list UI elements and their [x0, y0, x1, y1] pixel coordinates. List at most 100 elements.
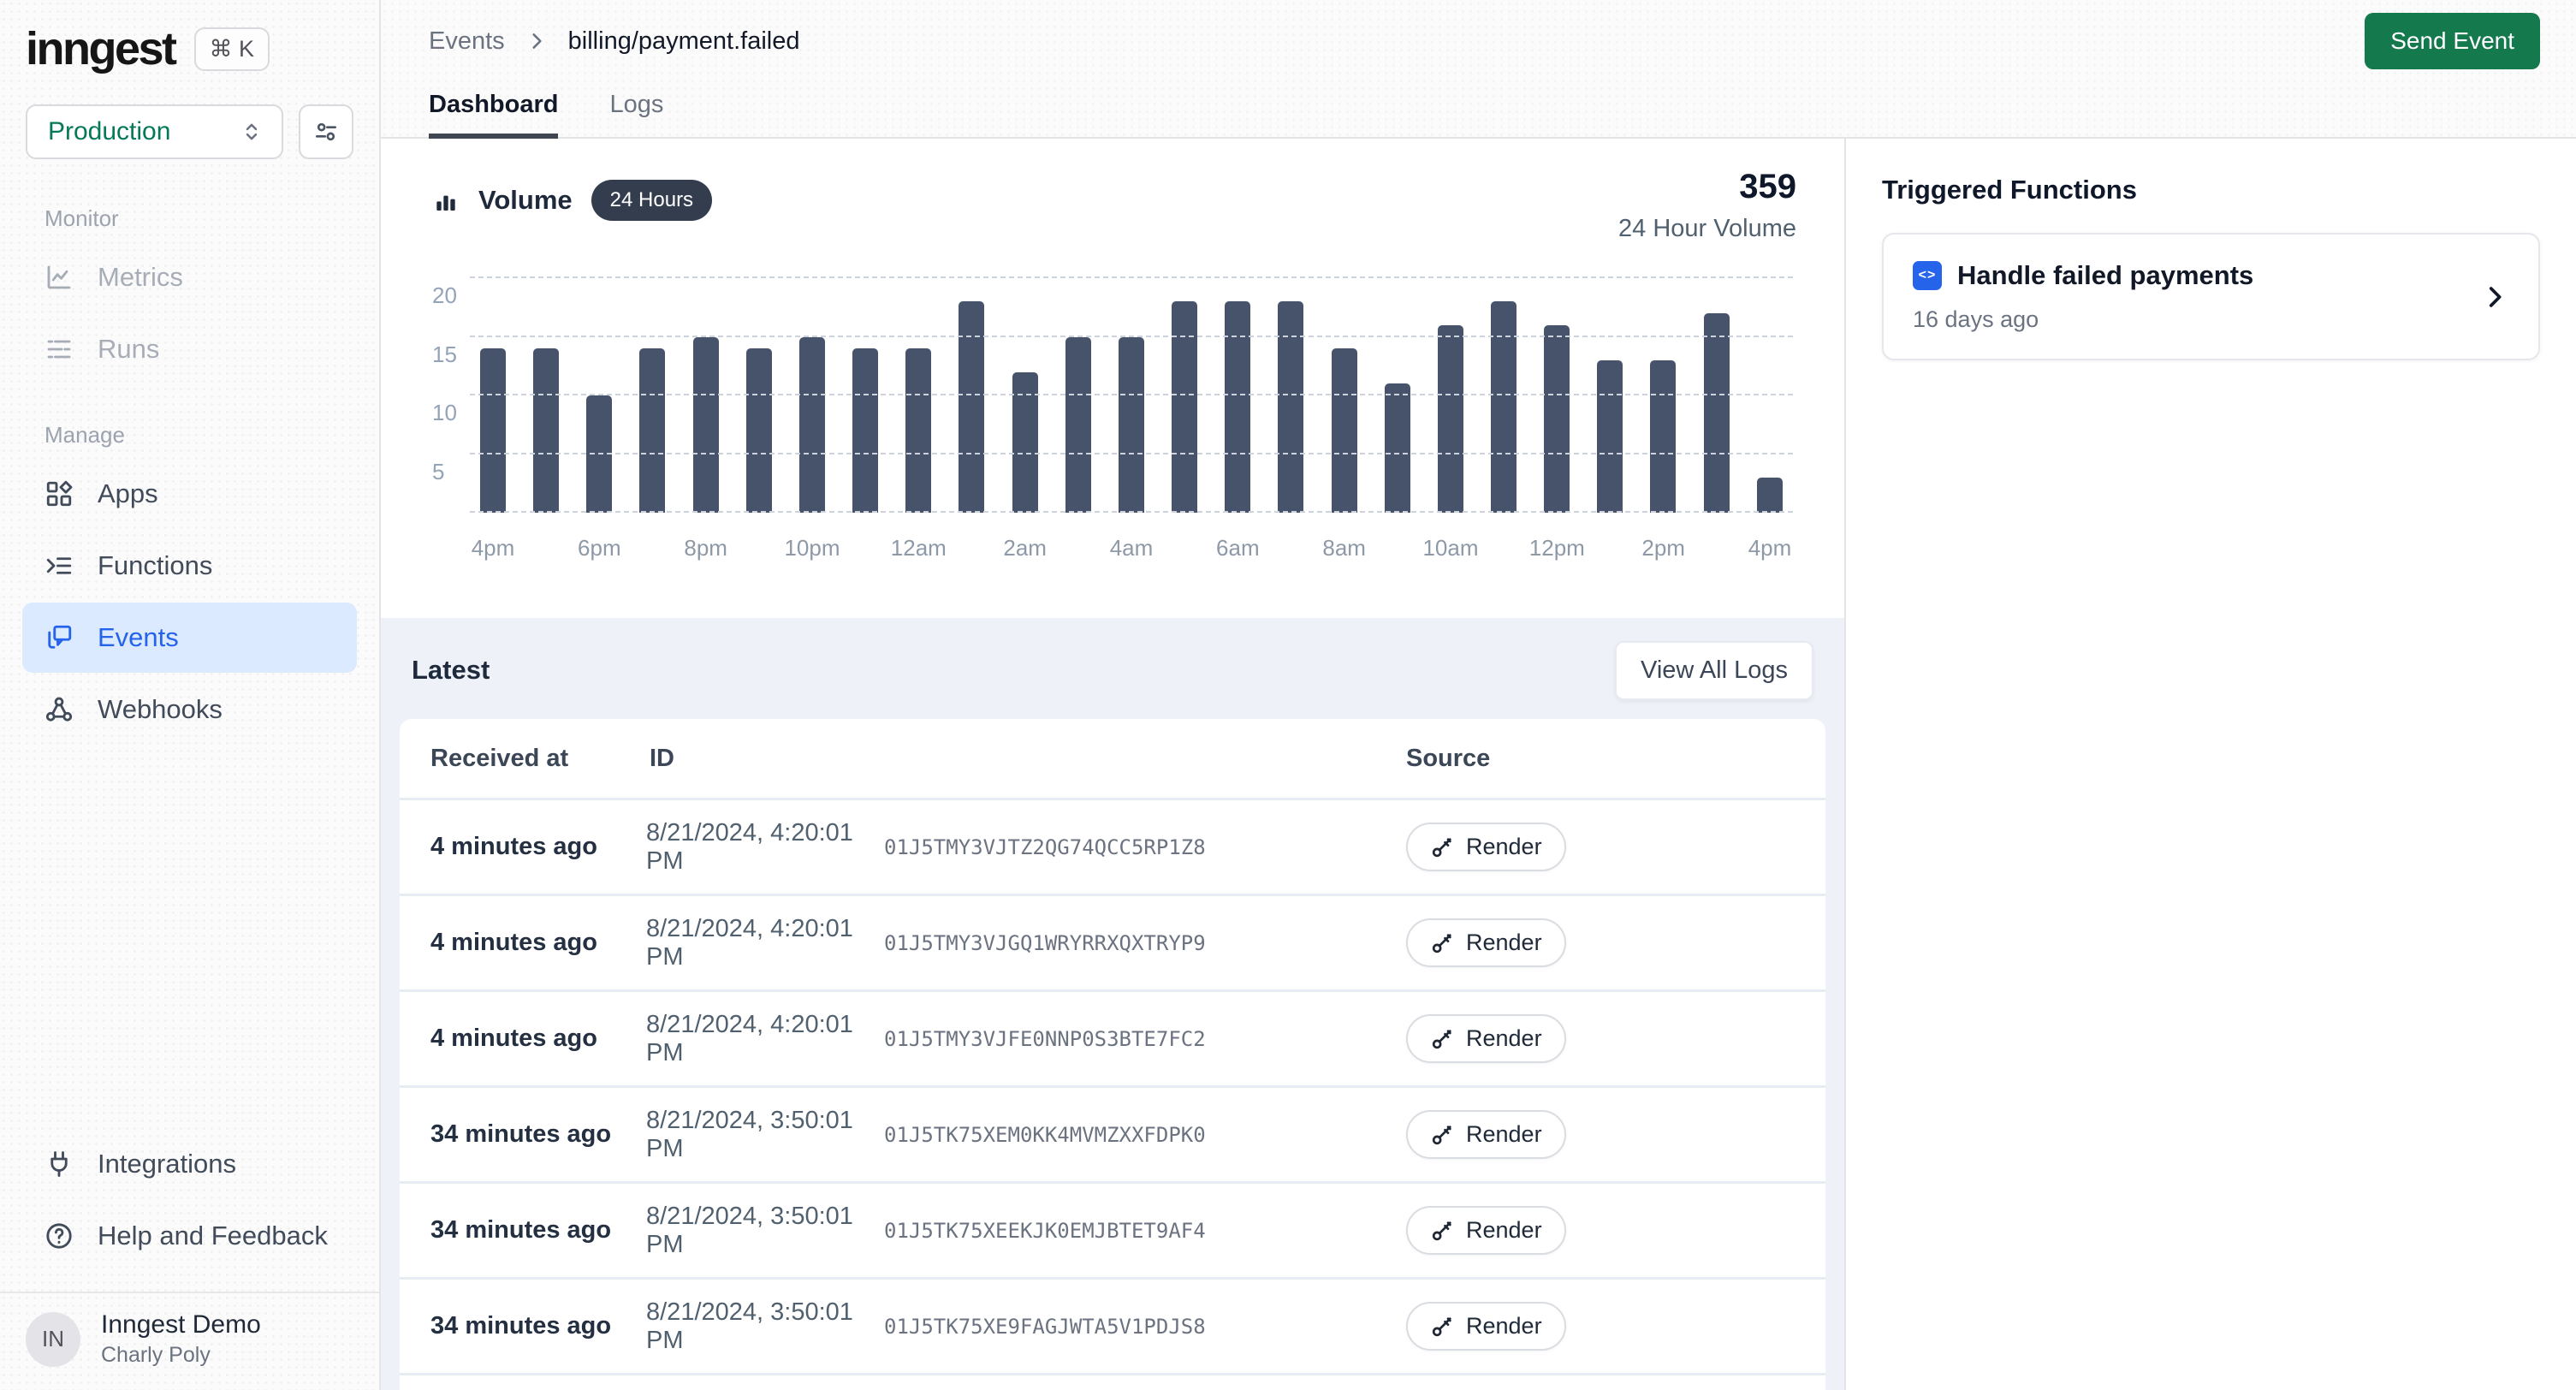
breadcrumb-current: billing/payment.failed [568, 27, 800, 56]
user-profile[interactable]: IN Inngest Demo Charly Poly [0, 1293, 379, 1390]
bar-9am-17[interactable] [1385, 383, 1410, 513]
bar-4pm-0[interactable] [480, 348, 506, 513]
events-table-body: 4 minutes ago8/21/2024, 4:20:01 PM01J5TM… [400, 798, 1825, 1390]
x-axis-tick-10am-18: 10am [1422, 535, 1478, 561]
key-icon [1430, 931, 1454, 955]
column-received-at: Received at [430, 745, 646, 773]
event-source-badge[interactable]: Render [1406, 1110, 1566, 1159]
event-timestamp: 8/21/2024, 3:50:01 PM [646, 1203, 884, 1259]
bar-5am-13[interactable] [1172, 301, 1197, 513]
sidebar-item-runs[interactable]: Runs [22, 314, 357, 384]
environment-filter-button[interactable] [299, 104, 353, 159]
event-row-6[interactable]: 44 minutes ago8/21/2024, 3:40:01 PM01J5T… [400, 1373, 1825, 1390]
x-axis-tick-12am-8: 12am [891, 535, 947, 561]
send-event-button[interactable]: Send Event [2365, 13, 2540, 69]
event-source-label: Render [1466, 1313, 1542, 1340]
triggered-function-time: 16 days ago [1913, 306, 2480, 333]
bar-1pm-21[interactable] [1597, 360, 1623, 513]
event-id: 01J5TK75XEEKJK0EMJBTET9AF4 [884, 1219, 1406, 1243]
x-axis-tick-10pm-6: 10pm [784, 535, 840, 561]
event-source-badge[interactable]: Render [1406, 1206, 1566, 1255]
bar-10am-18[interactable] [1438, 325, 1463, 513]
bar-7pm-3[interactable] [639, 348, 665, 513]
chart-total: 359 24 Hour Volume [1618, 168, 1796, 243]
event-timestamp: 8/21/2024, 4:20:01 PM [646, 819, 884, 876]
bar-3pm-23[interactable] [1704, 313, 1730, 513]
bar-7am-15[interactable] [1278, 301, 1303, 513]
bar-12am-8[interactable] [905, 348, 931, 513]
bar-6pm-2[interactable] [586, 395, 612, 513]
event-source-badge[interactable]: Render [1406, 918, 1566, 967]
breadcrumb-events-link[interactable]: Events [429, 27, 505, 56]
chart-header: Volume 24 Hours 359 24 Hour Volume [432, 168, 1796, 245]
x-axis-tick-6am-14: 6am [1216, 535, 1260, 561]
bar-11pm-7[interactable] [852, 348, 878, 513]
event-source-badge[interactable]: Render [1406, 1302, 1566, 1351]
inngest-logo: inngest [26, 22, 175, 75]
x-axis-tick-8am-16: 8am [1322, 535, 1366, 561]
range-badge[interactable]: 24 Hours [591, 180, 712, 221]
bar-9pm-5[interactable] [746, 348, 772, 513]
bar-6am-14[interactable] [1225, 301, 1250, 513]
top-chrome: Events billing/payment.failed Send Event… [381, 0, 2576, 139]
bar-8pm-4[interactable] [693, 337, 719, 514]
sidebar-item-help-and-feedback[interactable]: Help and Feedback [22, 1201, 357, 1271]
total-volume-value: 359 [1618, 168, 1796, 206]
main-column: Volume 24 Hours 359 24 Hour Volume 4pm6p… [381, 139, 1846, 1390]
tab-dashboard[interactable]: Dashboard [429, 82, 558, 139]
gridline-5 [470, 453, 1793, 454]
bar-12pm-20[interactable] [1544, 325, 1570, 513]
bar-8am-16[interactable] [1332, 348, 1357, 513]
latest-section: Latest View All Logs Received at ID Sour… [381, 618, 1844, 1390]
bar-10pm-6[interactable] [799, 337, 825, 514]
volume-chart-panel: Volume 24 Hours 359 24 Hour Volume 4pm6p… [381, 139, 1844, 618]
event-row-3[interactable]: 34 minutes ago8/21/2024, 3:50:01 PM01J5T… [400, 1085, 1825, 1181]
event-row-4[interactable]: 34 minutes ago8/21/2024, 3:50:01 PM01J5T… [400, 1181, 1825, 1277]
bar-4pm-24[interactable] [1757, 478, 1783, 513]
breadcrumb: Events billing/payment.failed [429, 27, 800, 56]
gridline-0 [470, 511, 1793, 513]
x-axis-tick-4pm-24: 4pm [1748, 535, 1792, 561]
y-axis-tick-5: 5 [432, 459, 444, 485]
event-source-badge[interactable]: Render [1406, 1014, 1566, 1063]
event-row-5[interactable]: 34 minutes ago8/21/2024, 3:50:01 PM01J5T… [400, 1277, 1825, 1373]
key-icon [1430, 1027, 1454, 1051]
sidebar-item-webhooks[interactable]: Webhooks [22, 674, 357, 745]
event-relative-time: 34 minutes ago [430, 1120, 646, 1149]
bar-5pm-1[interactable] [533, 348, 559, 513]
command-k-shortcut[interactable]: ⌘ K [194, 27, 270, 71]
events-icon [43, 621, 75, 654]
event-row-1[interactable]: 4 minutes ago8/21/2024, 4:20:01 PM01J5TM… [400, 894, 1825, 989]
triggered-function-card[interactable]: <> Handle failed payments 16 days ago [1882, 233, 2540, 360]
metrics-icon [43, 261, 75, 294]
event-timestamp: 8/21/2024, 4:20:01 PM [646, 1011, 884, 1067]
sidebar-item-label: Events [98, 622, 179, 653]
event-row-0[interactable]: 4 minutes ago8/21/2024, 4:20:01 PM01J5TM… [400, 798, 1825, 894]
column-source: Source [1406, 745, 1795, 773]
bar-2pm-22[interactable] [1650, 360, 1676, 513]
bar-4am-12[interactable] [1119, 337, 1144, 514]
environment-selected-value: Production [48, 117, 170, 146]
triggered-function-name-row: <> Handle failed payments [1913, 260, 2480, 291]
function-code-icon: <> [1913, 261, 1942, 290]
event-row-2[interactable]: 4 minutes ago8/21/2024, 4:20:01 PM01J5TM… [400, 989, 1825, 1085]
bar-11am-19[interactable] [1491, 301, 1517, 513]
sidebar-item-metrics[interactable]: Metrics [22, 242, 357, 312]
total-volume-caption: 24 Hour Volume [1618, 215, 1796, 243]
sidebar-section-label-manage: Manage [45, 422, 379, 448]
tab-logs[interactable]: Logs [609, 82, 663, 139]
sidebar-item-apps[interactable]: Apps [22, 459, 357, 529]
sidebar-item-integrations[interactable]: Integrations [22, 1129, 357, 1199]
y-axis-tick-15: 15 [432, 342, 457, 368]
environment-select[interactable]: Production [26, 104, 283, 159]
sidebar-item-label: Integrations [98, 1149, 236, 1179]
view-all-logs-button[interactable]: View All Logs [1615, 641, 1813, 700]
bar-1am-9[interactable] [959, 301, 984, 513]
sidebar-item-functions[interactable]: Functions [22, 531, 357, 601]
chevron-up-down-icon [239, 119, 264, 145]
bar-3am-11[interactable] [1065, 337, 1091, 514]
sidebar-item-events[interactable]: Events [22, 603, 357, 673]
event-relative-time: 4 minutes ago [430, 833, 646, 861]
event-source-badge[interactable]: Render [1406, 823, 1566, 871]
x-axis-tick-4am-12: 4am [1110, 535, 1154, 561]
